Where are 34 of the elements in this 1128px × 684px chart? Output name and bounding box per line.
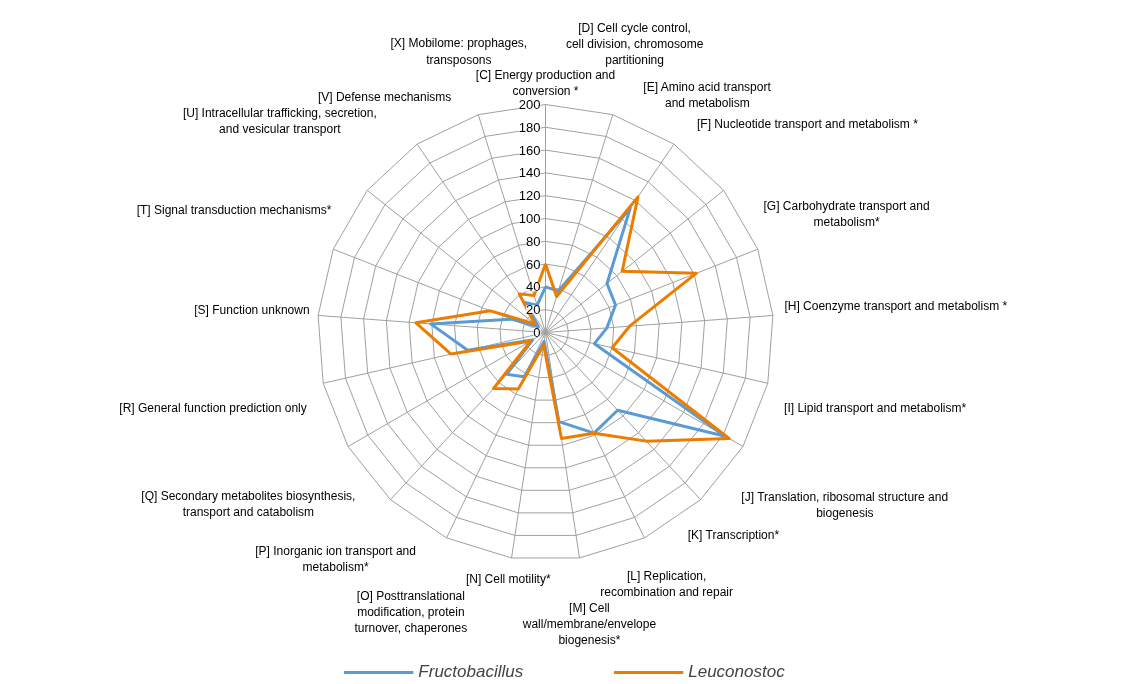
spoke-label: [L] Replication, recombination and repair <box>600 569 734 600</box>
y-tick-label: 100 <box>518 211 541 226</box>
spoke-label: [X] Mobilome: prophages, transposons <box>390 36 528 67</box>
y-tick-label: 160 <box>518 142 541 158</box>
y-tick-label: 80 <box>526 233 541 249</box>
spoke-label: [F] Nucleotide transport and metabolism * <box>697 116 919 131</box>
spoke-label: [E] Amino acid transport and metabolism <box>643 80 772 111</box>
spoke-label: [U] Intracellular trafficking, secretion, and vesicular transport <box>182 105 377 136</box>
spoke-label: [V] Defense mechanisms <box>317 89 452 104</box>
y-tick-label: 20 <box>526 302 541 318</box>
legend-label: Fructobacillus <box>418 662 524 682</box>
y-tick-label: 60 <box>526 256 541 272</box>
spoke-label: [M] Cell wall/membrane/envelope biogenesis* <box>521 600 657 648</box>
y-tick-label: 200 <box>518 97 541 112</box>
spoke-label: [T] Signal transduction mechanisms* <box>136 203 332 218</box>
spoke-label: [Q] Secondary metabolites biosynthesis, transport and catabolism <box>141 488 356 520</box>
spoke-label: [N] Cell motility* <box>465 572 551 587</box>
spoke-label: [J] Translation, ribosomal structure and biogenesis <box>741 490 949 521</box>
spoke-label: [R] General function prediction only <box>119 401 307 416</box>
spoke-label: [K] Transcription* <box>687 528 780 543</box>
y-tick-label: 0 <box>533 325 541 340</box>
spoke-label: [O] Posttranslational modification, protein turnover, chaperones <box>354 588 468 636</box>
spoke-label: [D] Cell cycle control, cell division, chromosome partitioning <box>565 20 704 67</box>
legend-label: Leuconostoc <box>688 662 785 682</box>
spoke-label: [H] Coenzyme transport and metabolism * <box>784 299 1008 314</box>
spoke-label: [G] Carbohydrate transport and metabolism* <box>763 199 930 230</box>
spoke-label: [S] Function unknown <box>194 303 310 318</box>
y-tick-label: 180 <box>518 119 541 135</box>
y-tick-label: 140 <box>518 165 541 181</box>
spoke-label: [C] Energy production and conversion * <box>475 67 616 99</box>
y-tick-label: 40 <box>526 279 541 295</box>
spoke-label: [P] Inorganic ion transport and metabolism* <box>255 543 416 574</box>
spoke-label: [I] Lipid transport and metabolism* <box>784 400 967 415</box>
y-tick-label: 120 <box>518 188 541 204</box>
